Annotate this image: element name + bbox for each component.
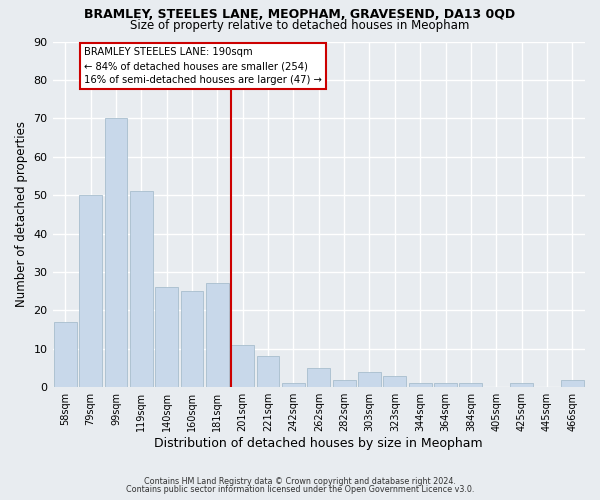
Bar (358, 372, 381, 387)
Text: Size of property relative to detached houses in Meopham: Size of property relative to detached ho… (130, 19, 470, 32)
Bar (79, 195, 102, 387)
Text: Contains public sector information licensed under the Open Government Licence v3: Contains public sector information licen… (126, 484, 474, 494)
Text: Contains HM Land Registry data © Crown copyright and database right 2024.: Contains HM Land Registry data © Crown c… (144, 477, 456, 486)
X-axis label: Distribution of detached houses by size in Meopham: Distribution of detached houses by size … (154, 437, 483, 450)
Bar (206, 284, 229, 387)
Bar (561, 380, 584, 387)
Bar (54, 322, 77, 387)
Bar (130, 192, 152, 387)
Bar (383, 376, 406, 387)
Bar (282, 384, 305, 387)
Y-axis label: Number of detached properties: Number of detached properties (15, 122, 28, 308)
Bar (307, 368, 330, 387)
Bar (409, 384, 431, 387)
Text: BRAMLEY STEELES LANE: 190sqm
← 84% of detached houses are smaller (254)
16% of s: BRAMLEY STEELES LANE: 190sqm ← 84% of de… (85, 46, 322, 86)
Bar (104, 118, 127, 387)
Bar (434, 384, 457, 387)
Bar (181, 291, 203, 387)
Bar (155, 288, 178, 387)
Bar (257, 356, 280, 387)
Bar (460, 384, 482, 387)
Bar (231, 345, 254, 387)
Text: BRAMLEY, STEELES LANE, MEOPHAM, GRAVESEND, DA13 0QD: BRAMLEY, STEELES LANE, MEOPHAM, GRAVESEN… (85, 8, 515, 20)
Bar (510, 384, 533, 387)
Bar (333, 380, 356, 387)
